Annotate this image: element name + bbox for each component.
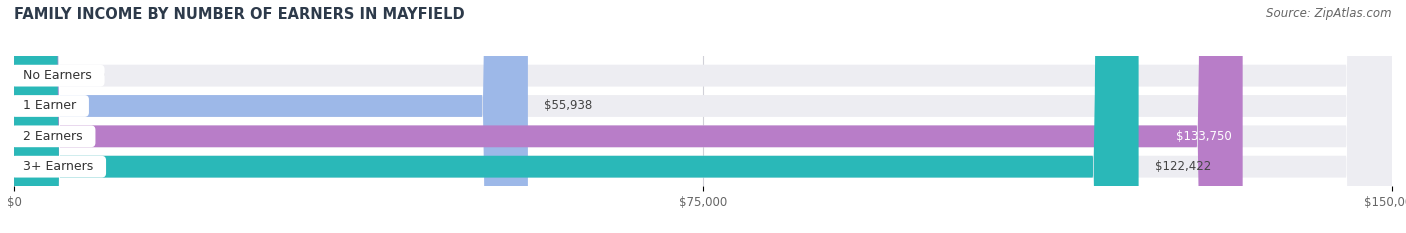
Text: $133,750: $133,750 bbox=[1175, 130, 1232, 143]
FancyBboxPatch shape bbox=[14, 0, 1139, 233]
Text: 2 Earners: 2 Earners bbox=[15, 130, 91, 143]
FancyBboxPatch shape bbox=[14, 0, 1392, 233]
Text: No Earners: No Earners bbox=[15, 69, 100, 82]
FancyBboxPatch shape bbox=[14, 0, 1392, 233]
Text: Source: ZipAtlas.com: Source: ZipAtlas.com bbox=[1267, 7, 1392, 20]
Text: $55,938: $55,938 bbox=[544, 99, 593, 113]
FancyBboxPatch shape bbox=[14, 0, 1392, 233]
Text: FAMILY INCOME BY NUMBER OF EARNERS IN MAYFIELD: FAMILY INCOME BY NUMBER OF EARNERS IN MA… bbox=[14, 7, 465, 22]
Text: 1 Earner: 1 Earner bbox=[15, 99, 84, 113]
FancyBboxPatch shape bbox=[14, 0, 527, 233]
Text: $122,422: $122,422 bbox=[1156, 160, 1212, 173]
Text: $0: $0 bbox=[90, 69, 104, 82]
Text: 3+ Earners: 3+ Earners bbox=[15, 160, 101, 173]
FancyBboxPatch shape bbox=[14, 0, 1392, 233]
FancyBboxPatch shape bbox=[14, 0, 1243, 233]
